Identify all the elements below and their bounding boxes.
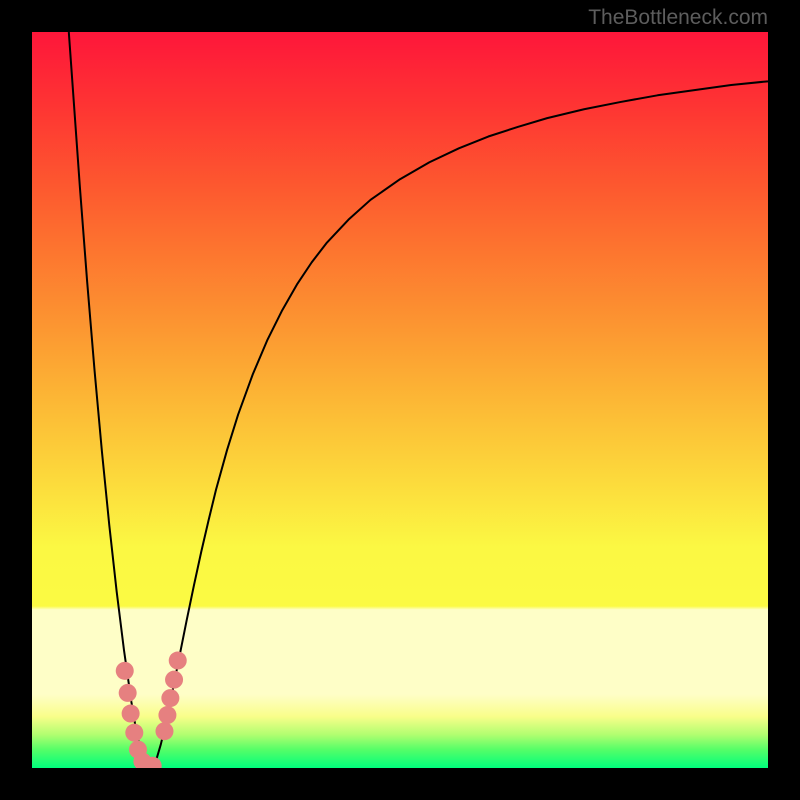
chart-container: { "canvas": { "width": 800, "height": 80… [0,0,800,800]
curve-marker [155,722,173,740]
curve-marker [158,706,176,724]
curve-marker [122,705,140,723]
chart-svg [32,32,768,768]
plot-area [32,32,768,768]
curve-marker [125,724,143,742]
curve-marker [165,671,183,689]
curve-marker [119,684,137,702]
curve-marker [161,689,179,707]
watermark-text: TheBottleneck.com [588,6,768,30]
curve-marker [116,662,134,680]
curve-marker [169,652,187,670]
